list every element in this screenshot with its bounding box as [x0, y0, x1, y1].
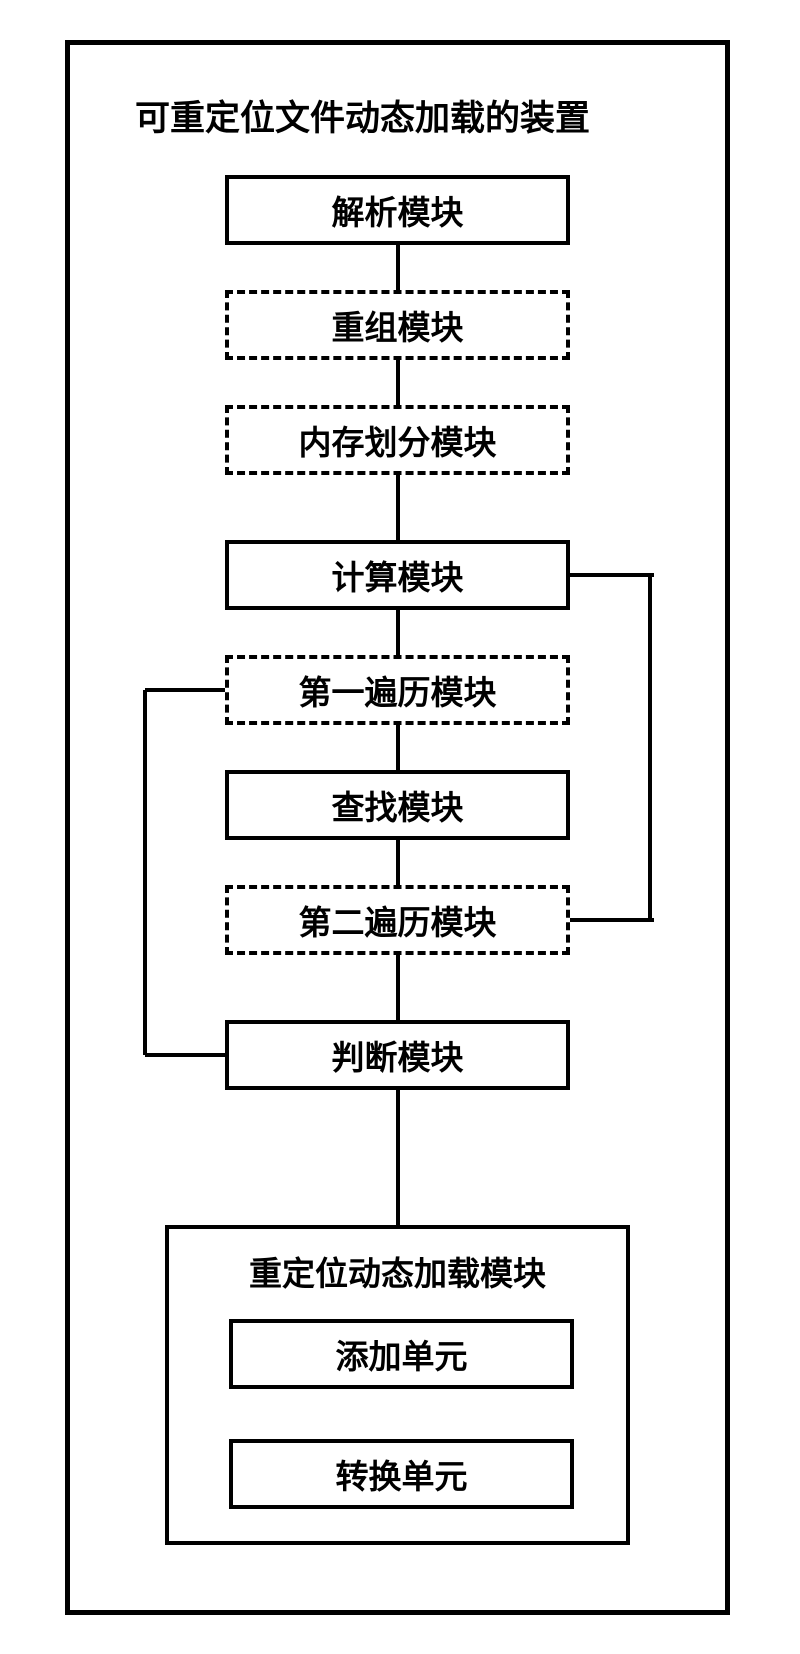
connector-vline: [396, 245, 400, 290]
connector-hline: [145, 1053, 229, 1057]
add-unit-box: 添加单元: [229, 1319, 574, 1389]
connector-vline: [396, 955, 400, 1020]
connector-hline: [145, 688, 229, 692]
reloc-module-title: 重定位动态加载模块: [169, 1247, 626, 1295]
connector-hline: [570, 918, 654, 922]
reorg-box: 重组模块: [225, 290, 570, 360]
reloc-module-container: 重定位动态加载模块 添加单元 转换单元: [165, 1225, 630, 1545]
connector-vline: [396, 610, 400, 655]
parse-box: 解析模块: [225, 175, 570, 245]
connector-vline: [396, 360, 400, 405]
connector-vline: [396, 475, 400, 540]
convert-unit-box: 转换单元: [229, 1439, 574, 1509]
connector-vline: [143, 690, 147, 1055]
connector-vline: [396, 725, 400, 770]
connector-vline: [396, 1090, 400, 1225]
calc-box: 计算模块: [225, 540, 570, 610]
diagram-canvas: 可重定位文件动态加载的装置 解析模块重组模块内存划分模块计算模块第一遍历模块查找…: [0, 0, 800, 1654]
connector-vline: [648, 575, 652, 920]
judge-box: 判断模块: [225, 1020, 570, 1090]
trav2-box: 第二遍历模块: [225, 885, 570, 955]
connector-vline: [396, 840, 400, 885]
diagram-title: 可重定位文件动态加载的装置: [135, 90, 590, 141]
search-box: 查找模块: [225, 770, 570, 840]
connector-hline: [570, 573, 654, 577]
memdiv-box: 内存划分模块: [225, 405, 570, 475]
trav1-box: 第一遍历模块: [225, 655, 570, 725]
